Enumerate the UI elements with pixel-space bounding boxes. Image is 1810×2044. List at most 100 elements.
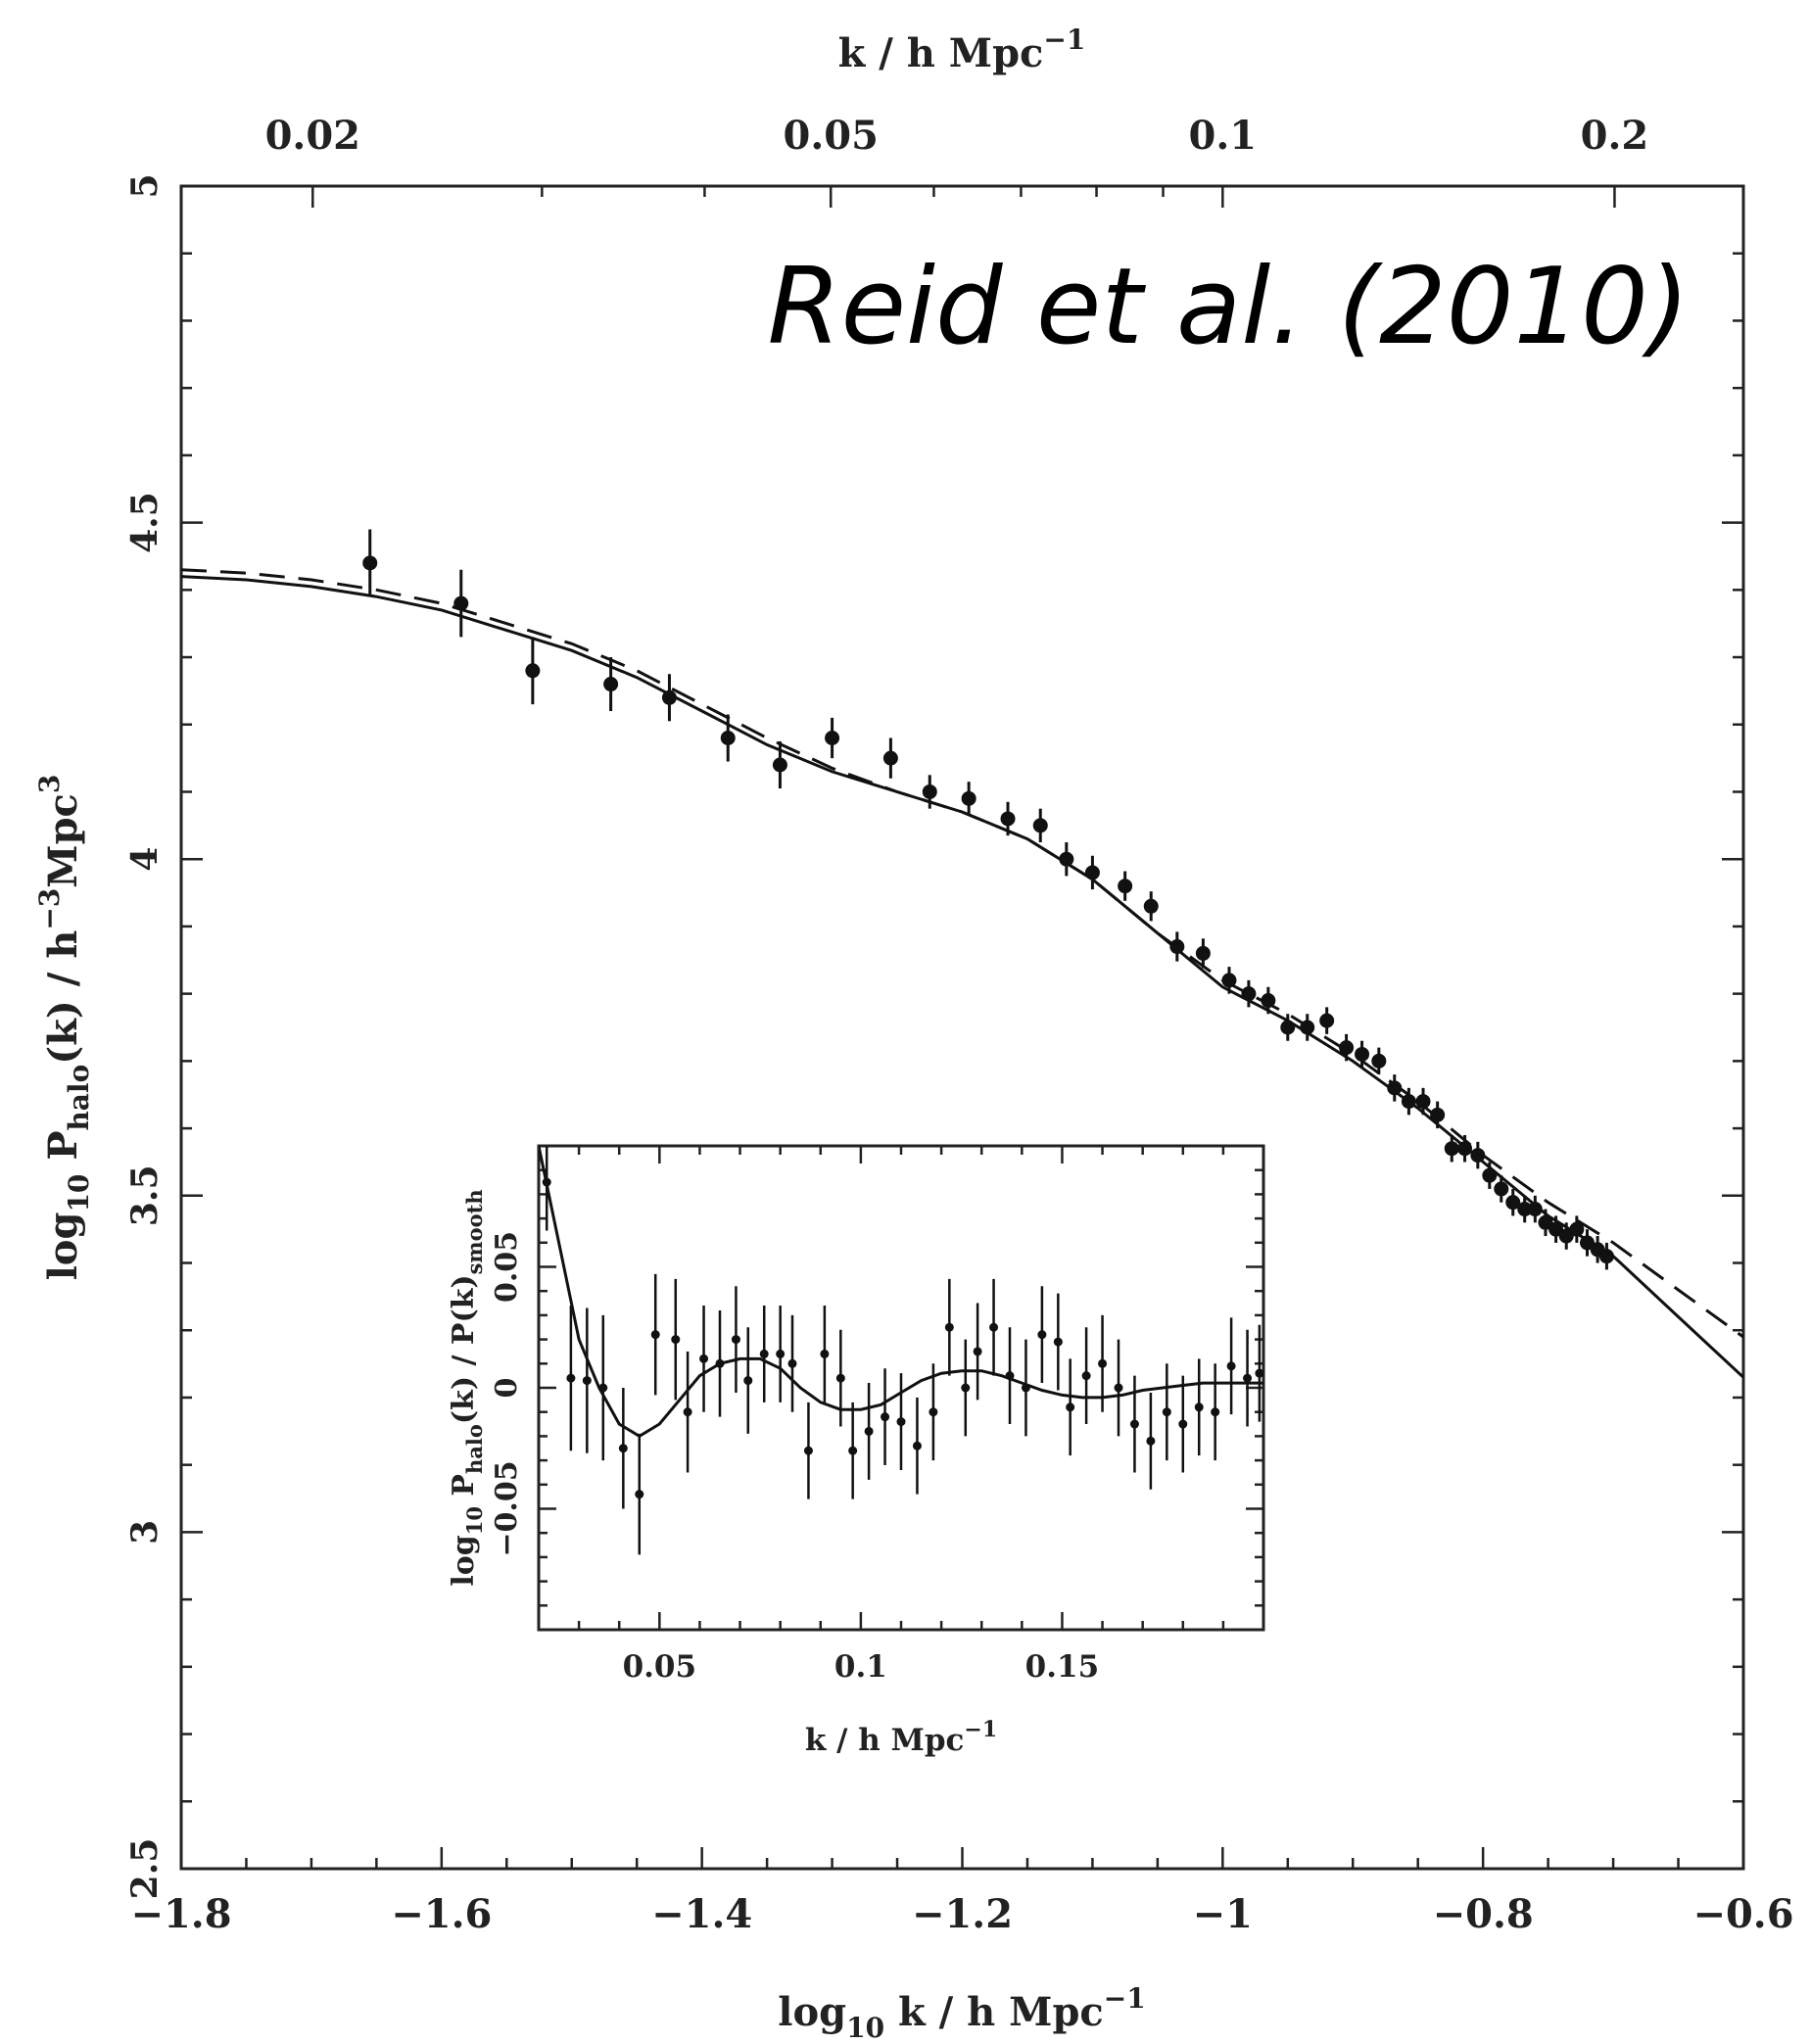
y-tick-label: 2.5	[124, 1838, 166, 1900]
inset-data-point	[1146, 1436, 1156, 1446]
inset-data-point	[1194, 1402, 1204, 1412]
inset-y-axis-title: log10 Phalo(k) / P(k)smooth	[447, 1189, 487, 1586]
data-point	[603, 677, 619, 692]
x-tick-label: −1.8	[130, 1891, 231, 1937]
data-point	[1470, 1148, 1486, 1164]
data-point	[1505, 1195, 1521, 1211]
data-point	[1195, 945, 1211, 961]
inset-axis-ticks	[537, 1144, 1265, 1632]
data-point	[1494, 1181, 1509, 1197]
x-tick-label: −1	[1193, 1891, 1253, 1937]
inset-y-tick-label: 0.05	[490, 1231, 524, 1303]
data-point	[1538, 1214, 1553, 1230]
inset-data-point	[671, 1335, 681, 1345]
data-point	[525, 663, 541, 679]
data-point	[1430, 1107, 1446, 1122]
inset-data-point	[1243, 1373, 1253, 1383]
data-point	[1084, 865, 1100, 880]
inset-data-point	[1098, 1358, 1108, 1368]
data-point	[1059, 851, 1074, 867]
data-point	[1457, 1141, 1473, 1157]
top-x-tick-label: 0.02	[265, 113, 360, 159]
inset-data-point	[618, 1444, 628, 1453]
data-point	[961, 790, 976, 806]
x-tick-label: −0.6	[1692, 1891, 1793, 1937]
data-point	[882, 750, 898, 766]
main-top-x-axis-title: k / h Mpc−1	[838, 24, 1086, 76]
inset-y-tick-labels: −0.05 0 0.05	[490, 1231, 524, 1557]
inset-data-point	[973, 1347, 982, 1356]
x-tick-label: −1.4	[651, 1891, 752, 1937]
inset-data-point	[929, 1407, 938, 1417]
credit-text: Reid et al. (2010)	[768, 246, 1690, 368]
data-point	[453, 595, 469, 611]
inset-data-point	[542, 1177, 551, 1187]
inset-data-point	[1037, 1330, 1047, 1340]
inset-x-tick-label: 0.05	[623, 1649, 697, 1685]
inset-y-tick-label: −0.05	[490, 1460, 524, 1556]
data-point	[1371, 1053, 1387, 1069]
data-point	[1300, 1020, 1315, 1035]
inset-data-points	[542, 1146, 1263, 1555]
data-point	[1598, 1249, 1614, 1264]
top-x-tick-label: 0.2	[1581, 113, 1649, 159]
inset-data-point	[1053, 1337, 1063, 1347]
inset-data-point	[650, 1330, 660, 1340]
data-point	[1415, 1094, 1431, 1110]
main-y-axis-title: log10 Phalo(k) / h−3Mpc3	[33, 775, 95, 1281]
data-point	[1118, 879, 1133, 894]
inset-data-point	[1005, 1371, 1015, 1381]
data-point	[720, 731, 736, 746]
x-tick-label: −1.6	[391, 1891, 492, 1937]
data-point	[1339, 1040, 1355, 1056]
inset-data-point	[1255, 1368, 1263, 1378]
data-point	[1000, 811, 1016, 827]
inset-x-axis-title: k / h Mpc−1	[805, 1717, 997, 1758]
inset-x-tick-label: 0.1	[834, 1649, 887, 1685]
data-point	[1280, 1020, 1296, 1035]
inset-data-point	[1178, 1419, 1188, 1429]
inset-data-point	[731, 1335, 740, 1345]
data-point	[1241, 986, 1257, 1002]
data-point	[1517, 1202, 1533, 1217]
inset-data-point	[759, 1349, 769, 1358]
inset-data-point	[1114, 1383, 1123, 1393]
inset-data-point	[989, 1322, 999, 1332]
y-tick-label: 4	[124, 847, 166, 872]
data-point	[1527, 1202, 1543, 1217]
data-point	[772, 757, 787, 773]
data-point	[1558, 1228, 1574, 1244]
inset-data-point	[743, 1376, 753, 1386]
main-top-x-tick-labels: 0.02 0.05 0.1 0.2	[265, 113, 1649, 159]
inset-data-point	[848, 1446, 858, 1455]
inset-x-tick-labels: 0.05 0.1 0.15	[623, 1649, 1100, 1685]
inset-y-tick-label: 0	[490, 1378, 524, 1399]
data-point	[825, 731, 840, 746]
inset-data-point	[566, 1373, 576, 1383]
inset-data-point	[1162, 1407, 1171, 1417]
x-tick-label: −1.2	[912, 1891, 1013, 1937]
data-point	[1482, 1167, 1498, 1183]
inset-data-point	[1211, 1407, 1220, 1417]
data-point	[1221, 973, 1237, 988]
inset-data-point	[715, 1358, 725, 1368]
inset-data-point	[864, 1426, 874, 1436]
inset-data-point	[961, 1383, 971, 1393]
data-point	[1143, 898, 1159, 914]
main-x-axis-title: log10 k / h Mpc−1	[778, 1982, 1145, 2044]
inset-data-point	[1066, 1402, 1075, 1412]
top-x-tick-label: 0.1	[1189, 113, 1258, 159]
inset-data-point	[820, 1349, 830, 1358]
inset-data-point	[776, 1349, 786, 1358]
data-point	[1548, 1221, 1564, 1237]
data-point	[1387, 1080, 1403, 1096]
inset-data-point	[1129, 1419, 1139, 1429]
main-axis-ticks	[179, 184, 1745, 1871]
data-point	[1032, 818, 1048, 833]
inset-data-point	[944, 1322, 954, 1332]
inset-data-point	[1226, 1361, 1236, 1371]
data-point	[1169, 939, 1185, 955]
y-tick-label: 3.5	[124, 1165, 166, 1226]
inset-data-point	[635, 1490, 644, 1499]
inset-data-point	[1021, 1383, 1030, 1393]
